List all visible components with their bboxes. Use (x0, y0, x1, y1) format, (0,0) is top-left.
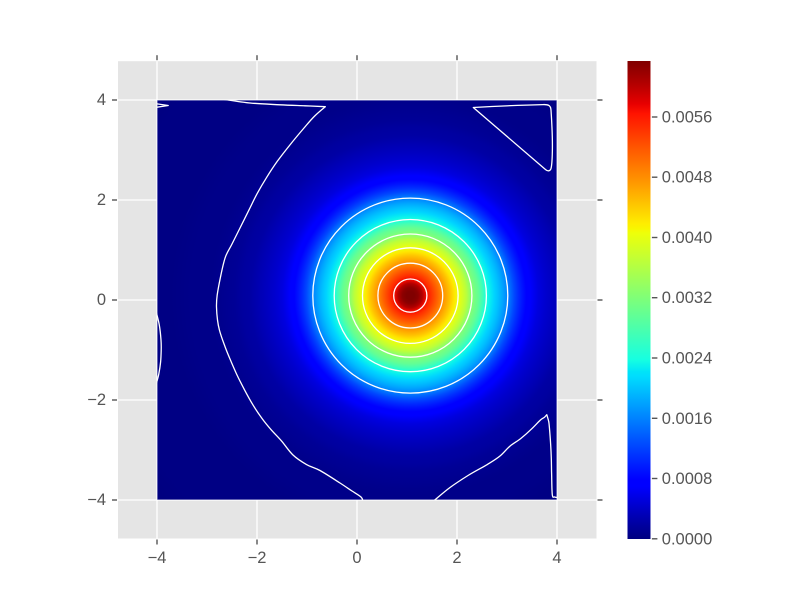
svg-text:0.0040: 0.0040 (662, 229, 712, 247)
svg-text:4: 4 (552, 549, 561, 567)
svg-text:0.0056: 0.0056 (662, 109, 712, 127)
svg-text:−4: −4 (87, 491, 106, 509)
svg-text:0.0048: 0.0048 (662, 169, 712, 187)
svg-text:−2: −2 (87, 391, 106, 409)
svg-text:0: 0 (352, 549, 361, 567)
svg-text:−2: −2 (248, 549, 267, 567)
svg-text:0.0016: 0.0016 (662, 410, 712, 428)
svg-text:0.0008: 0.0008 (662, 470, 712, 488)
svg-text:0.0024: 0.0024 (662, 350, 712, 368)
svg-text:0: 0 (97, 291, 106, 309)
svg-text:0.0000: 0.0000 (662, 530, 712, 548)
svg-text:2: 2 (97, 191, 106, 209)
svg-text:2: 2 (452, 549, 461, 567)
svg-text:−4: −4 (148, 549, 167, 567)
svg-text:4: 4 (97, 91, 106, 109)
svg-text:0.0032: 0.0032 (662, 289, 712, 307)
